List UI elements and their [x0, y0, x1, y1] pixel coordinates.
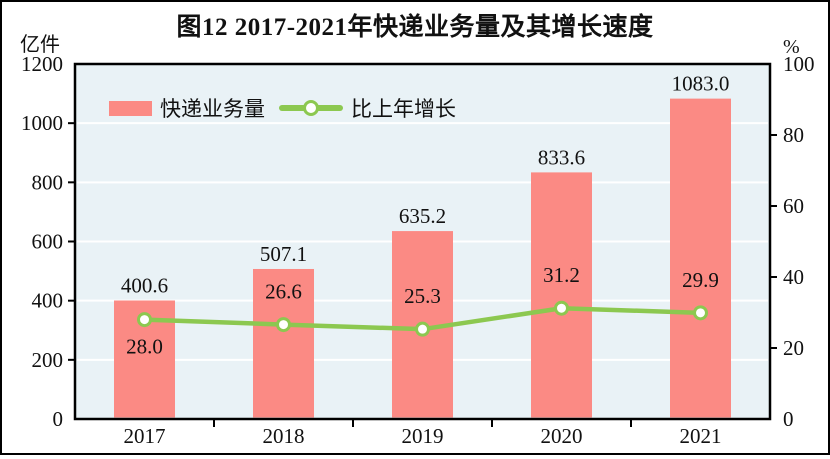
bar-value-label: 833.6 — [538, 145, 585, 169]
x-axis-label: 2017 — [124, 424, 166, 448]
x-axis-label: 2019 — [402, 424, 444, 448]
left-axis-tick-label: 1200 — [21, 52, 63, 76]
line-marker — [137, 312, 152, 328]
bar-value-label: 635.2 — [399, 204, 446, 228]
left-axis-tick-label: 0 — [53, 407, 64, 431]
left-axis-tick-label: 400 — [32, 289, 64, 313]
line-marker — [276, 317, 291, 333]
right-axis-tick-label: 60 — [783, 194, 804, 218]
growth-value-label: 25.3 — [404, 284, 441, 308]
growth-value-label: 26.6 — [265, 280, 302, 304]
line-legend-swatch — [279, 100, 343, 116]
growth-value-label: 29.9 — [682, 268, 719, 292]
bar-value-label: 400.6 — [121, 273, 168, 297]
x-axis-label: 2020 — [541, 424, 583, 448]
right-axis-tick-label: 40 — [783, 265, 804, 289]
left-axis-tick-label: 600 — [32, 230, 64, 254]
line-marker — [554, 300, 569, 316]
legend: 快递业务量 比上年增长 — [109, 93, 456, 123]
x-axis-label: 2018 — [263, 424, 305, 448]
bar-2018 — [253, 268, 314, 418]
growth-value-label: 31.2 — [543, 263, 580, 287]
left-axis-unit-label: 亿件 — [20, 34, 60, 56]
bar-legend-swatch — [109, 100, 152, 116]
right-axis-tick-label: 80 — [783, 123, 804, 147]
line-legend-label: 比上年增长 — [351, 97, 456, 121]
chart-title: 图12 2017-2021年快递业务量及其增长速度 — [176, 14, 654, 41]
right-axis-tick-label: 20 — [783, 336, 804, 360]
bar-2021 — [670, 98, 731, 418]
line-marker — [693, 305, 708, 321]
right-axis-tick-label: 0 — [783, 407, 794, 431]
bar-value-label: 1083.0 — [672, 72, 730, 96]
left-axis-tick-label: 1000 — [21, 111, 63, 135]
bar-2020 — [531, 172, 592, 418]
right-axis-tick-label: 100 — [783, 52, 815, 76]
x-axis-label: 2021 — [680, 424, 722, 448]
growth-value-label: 28.0 — [126, 335, 163, 359]
bar-legend-label: 快递业务量 — [160, 97, 265, 121]
bar-value-label: 507.1 — [260, 242, 307, 266]
left-axis-tick-label: 200 — [32, 348, 64, 372]
left-axis-tick-label: 800 — [32, 170, 64, 194]
line-legend-marker-icon — [303, 100, 319, 116]
right-axis-unit-label: % — [783, 36, 800, 58]
line-marker — [415, 321, 430, 337]
